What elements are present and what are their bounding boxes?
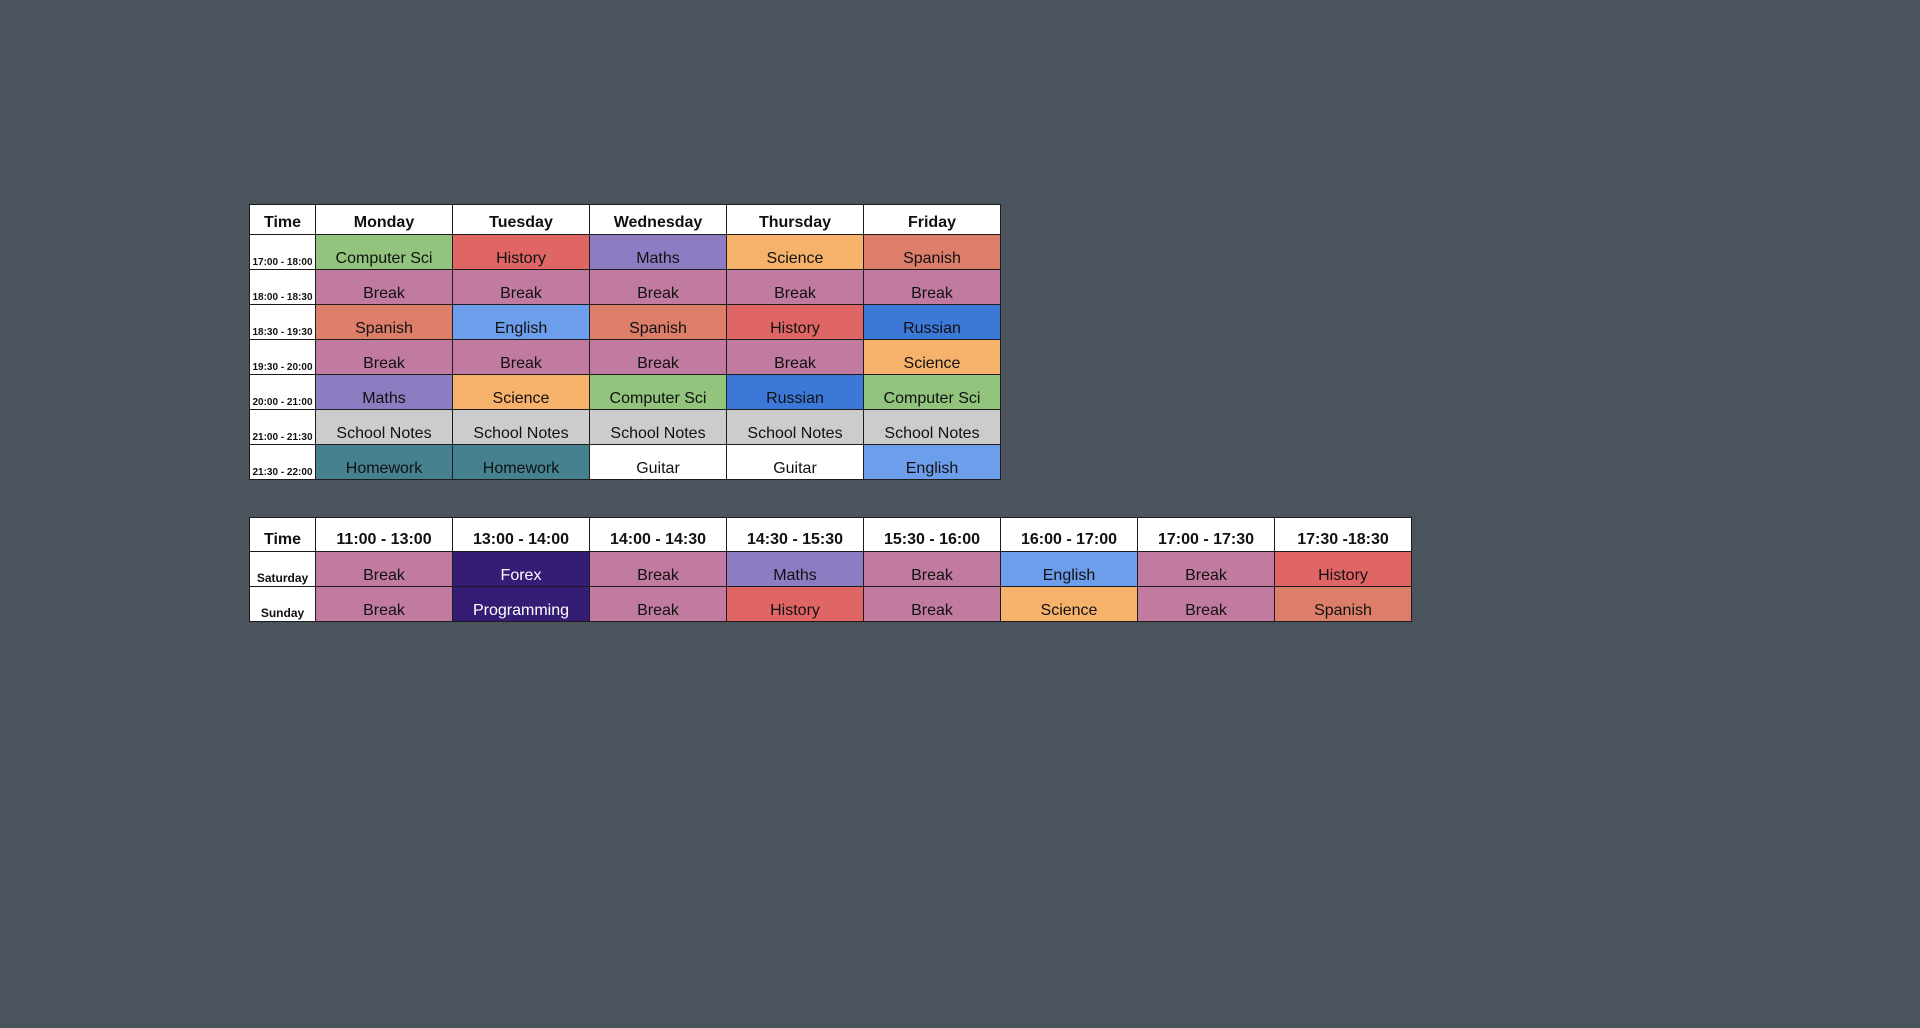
- timetable-cell[interactable]: Break: [452, 339, 590, 375]
- day-header-wednesday[interactable]: Wednesday: [589, 204, 727, 235]
- timetable-cell[interactable]: Break: [863, 551, 1001, 587]
- time-slot-header[interactable]: 17:30 -18:30: [1274, 517, 1412, 552]
- weekday-row: 20:00 - 21:00 Maths Science Computer Sci…: [249, 374, 1001, 410]
- day-header-thursday[interactable]: Thursday: [726, 204, 864, 235]
- timetable-cell[interactable]: Spanish: [589, 304, 727, 340]
- timetable-cell[interactable]: History: [726, 586, 864, 622]
- time-slot-label[interactable]: 21:00 - 21:30: [249, 409, 316, 445]
- timetable-cell[interactable]: Break: [315, 269, 453, 305]
- time-slot-label[interactable]: 20:00 - 21:00: [249, 374, 316, 410]
- timetable-cell[interactable]: Science: [452, 374, 590, 410]
- timetable-cell[interactable]: Spanish: [315, 304, 453, 340]
- timetable-cell[interactable]: School Notes: [452, 409, 590, 445]
- timetable-cell[interactable]: Break: [863, 586, 1001, 622]
- timetable-cell[interactable]: Homework: [452, 444, 590, 480]
- timetable-cell[interactable]: Russian: [863, 304, 1001, 340]
- timetable-cell[interactable]: School Notes: [315, 409, 453, 445]
- timetable-cell[interactable]: Break: [589, 339, 727, 375]
- timetable-cell[interactable]: History: [726, 304, 864, 340]
- day-label[interactable]: Saturday: [249, 551, 316, 587]
- time-slot-header[interactable]: 15:30 - 16:00: [863, 517, 1001, 552]
- weekday-timetable: Time Monday Tuesday Wednesday Thursday F…: [249, 204, 1001, 480]
- timetable-cell[interactable]: Russian: [726, 374, 864, 410]
- timetable-cell[interactable]: Maths: [726, 551, 864, 587]
- timetable-cell[interactable]: Spanish: [863, 234, 1001, 270]
- time-slot-label[interactable]: 18:30 - 19:30: [249, 304, 316, 340]
- weekday-row: 18:00 - 18:30 Break Break Break Break Br…: [249, 269, 1001, 305]
- timetable-cell[interactable]: Science: [863, 339, 1001, 375]
- timetable-cell[interactable]: English: [863, 444, 1001, 480]
- weekday-header-row: Time Monday Tuesday Wednesday Thursday F…: [249, 204, 1001, 235]
- time-slot-label[interactable]: 18:00 - 18:30: [249, 269, 316, 305]
- time-header[interactable]: Time: [249, 517, 316, 552]
- timetable-cell[interactable]: Maths: [315, 374, 453, 410]
- time-slot-label[interactable]: 21:30 - 22:00: [249, 444, 316, 480]
- timetable-cell[interactable]: Computer Sci: [863, 374, 1001, 410]
- day-header-tuesday[interactable]: Tuesday: [452, 204, 590, 235]
- timetable-cell[interactable]: Science: [1000, 586, 1138, 622]
- day-header-friday[interactable]: Friday: [863, 204, 1001, 235]
- day-header-monday[interactable]: Monday: [315, 204, 453, 235]
- weekday-row: 19:30 - 20:00 Break Break Break Break Sc…: [249, 339, 1001, 375]
- timetable-cell[interactable]: School Notes: [589, 409, 727, 445]
- weekday-row: 17:00 - 18:00 Computer Sci History Maths…: [249, 234, 1001, 270]
- timetable-cell[interactable]: Guitar: [726, 444, 864, 480]
- timetable-cell[interactable]: School Notes: [726, 409, 864, 445]
- timetable-cell[interactable]: Break: [315, 551, 453, 587]
- timetable-cell[interactable]: English: [1000, 551, 1138, 587]
- weekend-row-sunday: Sunday Break Programming Break History B…: [249, 586, 1412, 622]
- time-slot-header[interactable]: 13:00 - 14:00: [452, 517, 590, 552]
- timetable-cell[interactable]: Forex: [452, 551, 590, 587]
- timetable-cell[interactable]: History: [1274, 551, 1412, 587]
- timetable-cell[interactable]: Guitar: [589, 444, 727, 480]
- timetable-cell[interactable]: Break: [1137, 551, 1275, 587]
- timetable-cell[interactable]: Break: [315, 586, 453, 622]
- timetable-cell[interactable]: Break: [589, 551, 727, 587]
- weekday-row: 21:00 - 21:30 School Notes School Notes …: [249, 409, 1001, 445]
- timetable-cell[interactable]: Maths: [589, 234, 727, 270]
- time-slot-label[interactable]: 19:30 - 20:00: [249, 339, 316, 375]
- weekday-row: 21:30 - 22:00 Homework Homework Guitar G…: [249, 444, 1001, 480]
- time-slot-header[interactable]: 14:30 - 15:30: [726, 517, 864, 552]
- time-slot-label[interactable]: 17:00 - 18:00: [249, 234, 316, 270]
- timetable-cell[interactable]: Break: [589, 586, 727, 622]
- timetable-cell[interactable]: Spanish: [1274, 586, 1412, 622]
- weekend-timetable: Time 11:00 - 13:00 13:00 - 14:00 14:00 -…: [249, 517, 1412, 622]
- weekend-header-row: Time 11:00 - 13:00 13:00 - 14:00 14:00 -…: [249, 517, 1412, 552]
- time-slot-header[interactable]: 11:00 - 13:00: [315, 517, 453, 552]
- timetable-cell[interactable]: English: [452, 304, 590, 340]
- timetable-cell[interactable]: Programming: [452, 586, 590, 622]
- time-slot-header[interactable]: 16:00 - 17:00: [1000, 517, 1138, 552]
- time-header[interactable]: Time: [249, 204, 316, 235]
- timetable-cell[interactable]: Break: [589, 269, 727, 305]
- timetable-cell[interactable]: Computer Sci: [315, 234, 453, 270]
- timetable-cell[interactable]: Break: [726, 339, 864, 375]
- timetable-cell[interactable]: Break: [726, 269, 864, 305]
- timetable-cell[interactable]: School Notes: [863, 409, 1001, 445]
- timetable-cell[interactable]: Break: [315, 339, 453, 375]
- time-slot-header[interactable]: 14:00 - 14:30: [589, 517, 727, 552]
- timetable-cell[interactable]: Break: [863, 269, 1001, 305]
- timetable-cell[interactable]: Break: [1137, 586, 1275, 622]
- timetable-cell[interactable]: Break: [452, 269, 590, 305]
- timetable-cell[interactable]: History: [452, 234, 590, 270]
- timetable-cell[interactable]: Homework: [315, 444, 453, 480]
- time-slot-header[interactable]: 17:00 - 17:30: [1137, 517, 1275, 552]
- timetable-cell[interactable]: Computer Sci: [589, 374, 727, 410]
- day-label[interactable]: Sunday: [249, 586, 316, 622]
- weekend-row-saturday: Saturday Break Forex Break Maths Break E…: [249, 551, 1412, 587]
- timetable-cell[interactable]: Science: [726, 234, 864, 270]
- weekday-row: 18:30 - 19:30 Spanish English Spanish Hi…: [249, 304, 1001, 340]
